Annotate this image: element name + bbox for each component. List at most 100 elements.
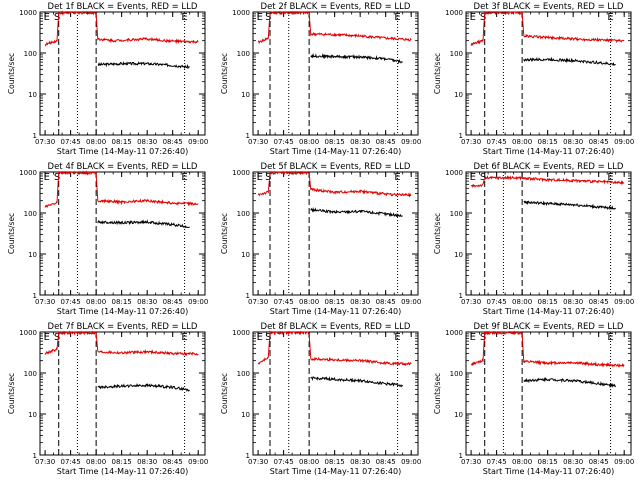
x-tick-label: 07:45 — [61, 298, 81, 306]
y-tick-label: 1000 — [445, 329, 463, 337]
x-tick-label: 07:45 — [61, 458, 81, 466]
x-tick-label: 08:30 — [137, 138, 157, 146]
y-tick-label: 10 — [241, 411, 250, 419]
x-tick-label: 07:45 — [274, 298, 294, 306]
chart-title: Det 5f BLACK = Events, RED = LLD — [261, 162, 411, 172]
x-tick-label: 08:15 — [325, 458, 345, 466]
events-series-line — [97, 61, 190, 70]
plot-frame — [252, 11, 419, 136]
event-marker-label: S — [265, 172, 271, 183]
x-tick-label: 08:45 — [589, 298, 609, 306]
event-marker-label: S — [54, 12, 60, 23]
y-tick-label: 1 — [33, 132, 37, 140]
y-tick-label: 10 — [454, 91, 463, 99]
x-tick-label: 09:00 — [614, 298, 634, 306]
x-axis-label: Start Time (14-May-11 07:26:40) — [483, 307, 614, 316]
chart-svg: Det 6f BLACK = Events, RED = LLD 1 10 100 10… — [433, 162, 634, 316]
x-tick-label: 08:00 — [86, 298, 106, 306]
x-axis-label: Start Time (14-May-11 07:26:40) — [483, 147, 614, 156]
x-tick-label: 08:30 — [137, 458, 157, 466]
y-axis-label: Counts/sec — [7, 213, 16, 254]
x-tick-label: 08:45 — [376, 138, 396, 146]
y-tick-label: 1 — [246, 132, 250, 140]
x-tick-label: 08:15 — [325, 138, 345, 146]
events-series-line — [523, 200, 616, 211]
events-series-line — [310, 206, 403, 218]
chart-svg: Det 4f BLACK = Events, RED = LLD 1 10 100 10… — [7, 162, 208, 316]
event-marker-label: S — [480, 332, 486, 343]
y-axis-label: Counts/sec — [220, 213, 229, 254]
y-axis-label: Counts/sec — [433, 53, 442, 94]
y-tick-label: 100 — [450, 370, 463, 378]
plot-frame — [465, 331, 632, 456]
x-axis-label: Start Time (14-May-11 07:26:40) — [270, 467, 401, 476]
x-tick-label: 09:00 — [401, 298, 421, 306]
y-tick-label: 10 — [28, 91, 37, 99]
x-axis-label: Start Time (14-May-11 07:26:40) — [483, 467, 614, 476]
x-tick-label: 08:30 — [563, 298, 583, 306]
lld-series-line — [257, 170, 412, 198]
y-axis-label: Counts/sec — [7, 373, 16, 414]
event-marker-label: E — [607, 332, 613, 343]
y-tick-label: 10 — [241, 251, 250, 259]
x-tick-label: 08:45 — [589, 138, 609, 146]
y-tick-label: 100 — [24, 370, 37, 378]
chart-svg: Det 5f BLACK = Events, RED = LLD 1 10 100 10… — [220, 162, 421, 316]
event-marker-label: S — [480, 12, 486, 23]
y-axis-label: Counts/sec — [433, 373, 442, 414]
event-marker-label: S — [480, 172, 486, 183]
lld-series-line — [44, 10, 199, 47]
x-tick-label: 07:30 — [248, 458, 268, 466]
x-axis-label: Start Time (14-May-11 07:26:40) — [57, 307, 188, 316]
event-marker-label: E — [394, 12, 400, 23]
plot-frame — [39, 171, 206, 296]
events-series-line — [310, 376, 404, 388]
lld-series-line — [470, 175, 625, 189]
x-tick-label: 07:45 — [274, 458, 294, 466]
y-tick-label: 100 — [24, 210, 37, 218]
chart-title: Det 7f BLACK = Events, RED = LLD — [48, 322, 198, 332]
x-tick-label: 08:15 — [112, 138, 132, 146]
detector-panel: Det 3f BLACK = Events, RED = LLD 1 10 100 10… — [426, 0, 639, 160]
chart-title: Det 8f BLACK = Events, RED = LLD — [261, 322, 411, 332]
y-tick-label: 1 — [33, 292, 37, 300]
plot-frame — [465, 11, 632, 136]
x-tick-label: 08:45 — [376, 298, 396, 306]
chart-title: Det 6f BLACK = Events, RED = LLD — [474, 162, 624, 172]
x-tick-label: 07:30 — [248, 138, 268, 146]
plot-frame — [465, 171, 632, 296]
x-tick-label: 08:00 — [512, 458, 532, 466]
lld-series-line — [257, 10, 412, 45]
detector-panel: Det 5f BLACK = Events, RED = LLD 1 10 100 10… — [213, 160, 426, 320]
event-marker-label: E — [257, 172, 263, 183]
chart-svg: Det 7f BLACK = Events, RED = LLD 1 10 100 10… — [7, 322, 208, 476]
chart-title: Det 4f BLACK = Events, RED = LLD — [48, 162, 198, 172]
x-tick-label: 07:30 — [248, 298, 268, 306]
chart-svg: Det 2f BLACK = Events, RED = LLD 1 10 100 10… — [220, 2, 421, 156]
x-tick-label: 08:30 — [563, 138, 583, 146]
x-tick-label: 09:00 — [188, 138, 208, 146]
x-tick-label: 07:30 — [461, 138, 481, 146]
x-tick-label: 08:15 — [112, 458, 132, 466]
x-tick-label: 07:30 — [461, 298, 481, 306]
x-tick-label: 08:15 — [538, 298, 558, 306]
y-tick-label: 1 — [246, 292, 250, 300]
x-tick-label: 08:45 — [163, 298, 183, 306]
y-tick-label: 1 — [459, 452, 463, 460]
chart-title: Det 2f BLACK = Events, RED = LLD — [261, 2, 411, 12]
detector-panel: Det 6f BLACK = Events, RED = LLD 1 10 100 10… — [426, 160, 639, 320]
event-marker-label: E — [181, 172, 187, 183]
y-tick-label: 100 — [450, 50, 463, 58]
x-tick-label: 08:30 — [350, 138, 370, 146]
x-tick-label: 09:00 — [188, 458, 208, 466]
x-tick-label: 07:45 — [487, 138, 507, 146]
lld-series-line — [470, 330, 625, 368]
y-tick-label: 10 — [454, 411, 463, 419]
x-tick-label: 08:00 — [299, 138, 319, 146]
x-tick-label: 08:30 — [137, 298, 157, 306]
event-marker-label: E — [394, 332, 400, 343]
chart-title: Det 1f BLACK = Events, RED = LLD — [48, 2, 198, 12]
event-marker-label: E — [44, 172, 50, 183]
x-tick-label: 08:15 — [538, 138, 558, 146]
